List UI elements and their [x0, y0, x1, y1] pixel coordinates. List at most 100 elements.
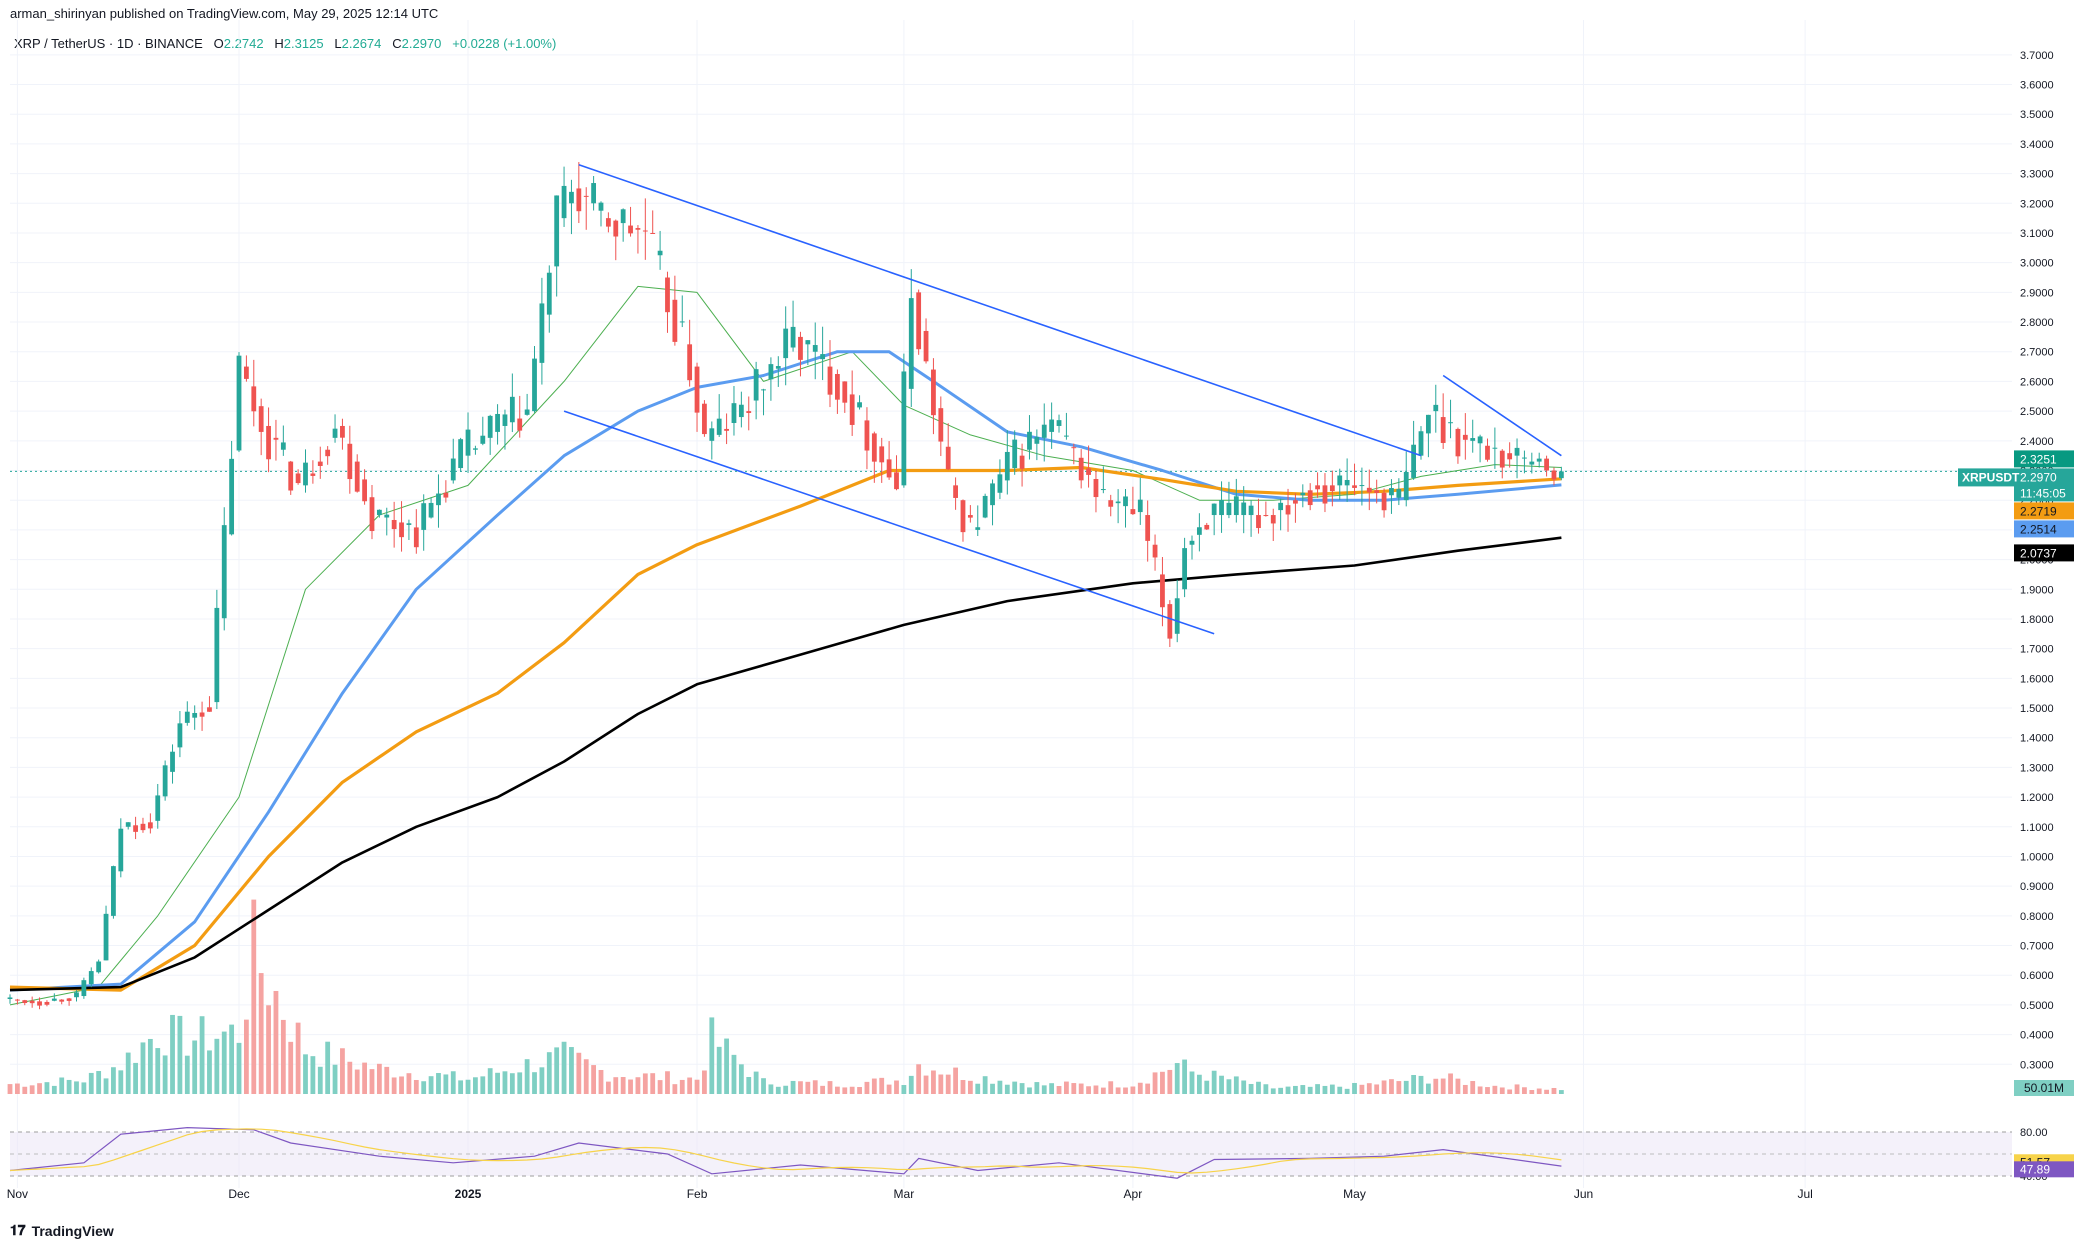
candle-body [88, 971, 94, 985]
candle-body [502, 414, 508, 426]
candle-body [702, 403, 707, 435]
candle-body [214, 607, 220, 703]
candle-body [982, 495, 988, 518]
volume-bar [1477, 1086, 1483, 1094]
volume-bar [1056, 1086, 1062, 1094]
time-tick-label: Dec [228, 1187, 249, 1201]
candle-body [812, 345, 818, 352]
volume-bar [487, 1068, 493, 1094]
candle-body [1374, 490, 1380, 493]
volume-bar [1086, 1086, 1091, 1094]
symbol-label: XRPUSDT [1962, 470, 2020, 484]
candle-body [458, 439, 464, 469]
trendlines[interactable] [563, 163, 1562, 635]
volume-bar [1329, 1084, 1335, 1094]
candle-body [1344, 479, 1350, 486]
candle-body [805, 340, 811, 345]
volume-bar [650, 1073, 656, 1094]
time-tick-label: Jul [1797, 1187, 1812, 1201]
ma-line-2 [9, 350, 1562, 992]
volume-bar [598, 1069, 604, 1094]
time-tick-label: Nov [7, 1187, 28, 1201]
candle-body [539, 303, 545, 363]
volume-bar [916, 1064, 922, 1094]
tradingview-brand[interactable]: 𝟏𝟕 TradingView [10, 1222, 114, 1239]
volume-bar [125, 1052, 131, 1094]
volume-bar [635, 1077, 641, 1094]
candle-body [1396, 489, 1402, 498]
candle-body [857, 402, 862, 408]
volume-bar [1337, 1086, 1343, 1094]
open-value: 2.2742 [223, 36, 264, 51]
volume-bar [1189, 1071, 1195, 1094]
candle-body [1462, 434, 1468, 440]
volume-bar [140, 1042, 146, 1094]
candle-body [199, 712, 205, 717]
symbol-name[interactable]: XRP / TetherUS · 1D · BINANCE [14, 36, 203, 51]
trendline-2 [563, 410, 1215, 635]
candle-body [44, 1001, 50, 1005]
volume-bar [332, 1064, 338, 1094]
volume-bar [465, 1079, 471, 1094]
volume-bar [605, 1081, 611, 1094]
price-tick-label: 3.6000 [2020, 80, 2054, 92]
candle-body [443, 492, 449, 498]
price-tick-label: 3.4000 [2020, 139, 2054, 151]
volume-bar [1344, 1088, 1350, 1094]
candle-body [1440, 417, 1446, 443]
candle-body [37, 1001, 42, 1006]
volume-bar [931, 1070, 936, 1094]
candle-body [1041, 424, 1047, 438]
candle-body [1366, 487, 1372, 493]
candle-body [1322, 485, 1328, 504]
volume-bar [1211, 1070, 1217, 1094]
candle-body [1492, 447, 1498, 449]
volume-bar [1307, 1086, 1313, 1094]
volume-bar [1130, 1086, 1136, 1094]
volume-bar [51, 1085, 57, 1094]
volume-bar [258, 973, 264, 1094]
candle-body [376, 509, 382, 516]
price-label: 2.3251 [2020, 452, 2057, 466]
volume-bar [805, 1081, 811, 1094]
price-label: 2.2514 [2020, 522, 2057, 536]
volume-bar [29, 1085, 35, 1094]
volume-bar [273, 990, 279, 1094]
candle-body [184, 711, 190, 723]
candle-body [111, 866, 116, 916]
volume-bar [480, 1076, 486, 1094]
candle-body [509, 396, 515, 423]
candle-body [1470, 438, 1476, 441]
candle-body [266, 425, 271, 460]
candle-body [1522, 457, 1527, 459]
candle-body [317, 461, 323, 466]
volume-bar [982, 1076, 988, 1094]
candle-body [554, 195, 560, 267]
price-tick-label: 0.6000 [2020, 970, 2054, 982]
candle-body [251, 386, 257, 412]
volume-bar [1019, 1083, 1025, 1094]
candle-body [1307, 490, 1313, 506]
volume-bar [1544, 1089, 1549, 1094]
candle-body [1256, 515, 1261, 529]
candle-body [103, 913, 109, 961]
volume-bar [554, 1047, 560, 1094]
price-label-bg [2014, 502, 2074, 520]
volume-bar [325, 1041, 331, 1094]
candle-body [81, 980, 87, 997]
candle-body [672, 299, 678, 342]
volume-bar [1315, 1084, 1320, 1094]
candle-body [1477, 436, 1483, 444]
volume-bar [111, 1067, 116, 1094]
candle-body [399, 522, 404, 538]
candle-body [1034, 437, 1040, 444]
volume-bar [1160, 1071, 1165, 1094]
candle-body [51, 998, 57, 1001]
volume-bar [1034, 1082, 1040, 1094]
volume-bar [1093, 1085, 1099, 1094]
volume-bar [133, 1062, 138, 1094]
candle-body [495, 413, 500, 432]
rsi-label-bg [2014, 1161, 2074, 1178]
time-axis[interactable]: Nov Dec 2025 Feb Mar Apr May Jun Jul [7, 1187, 1813, 1201]
